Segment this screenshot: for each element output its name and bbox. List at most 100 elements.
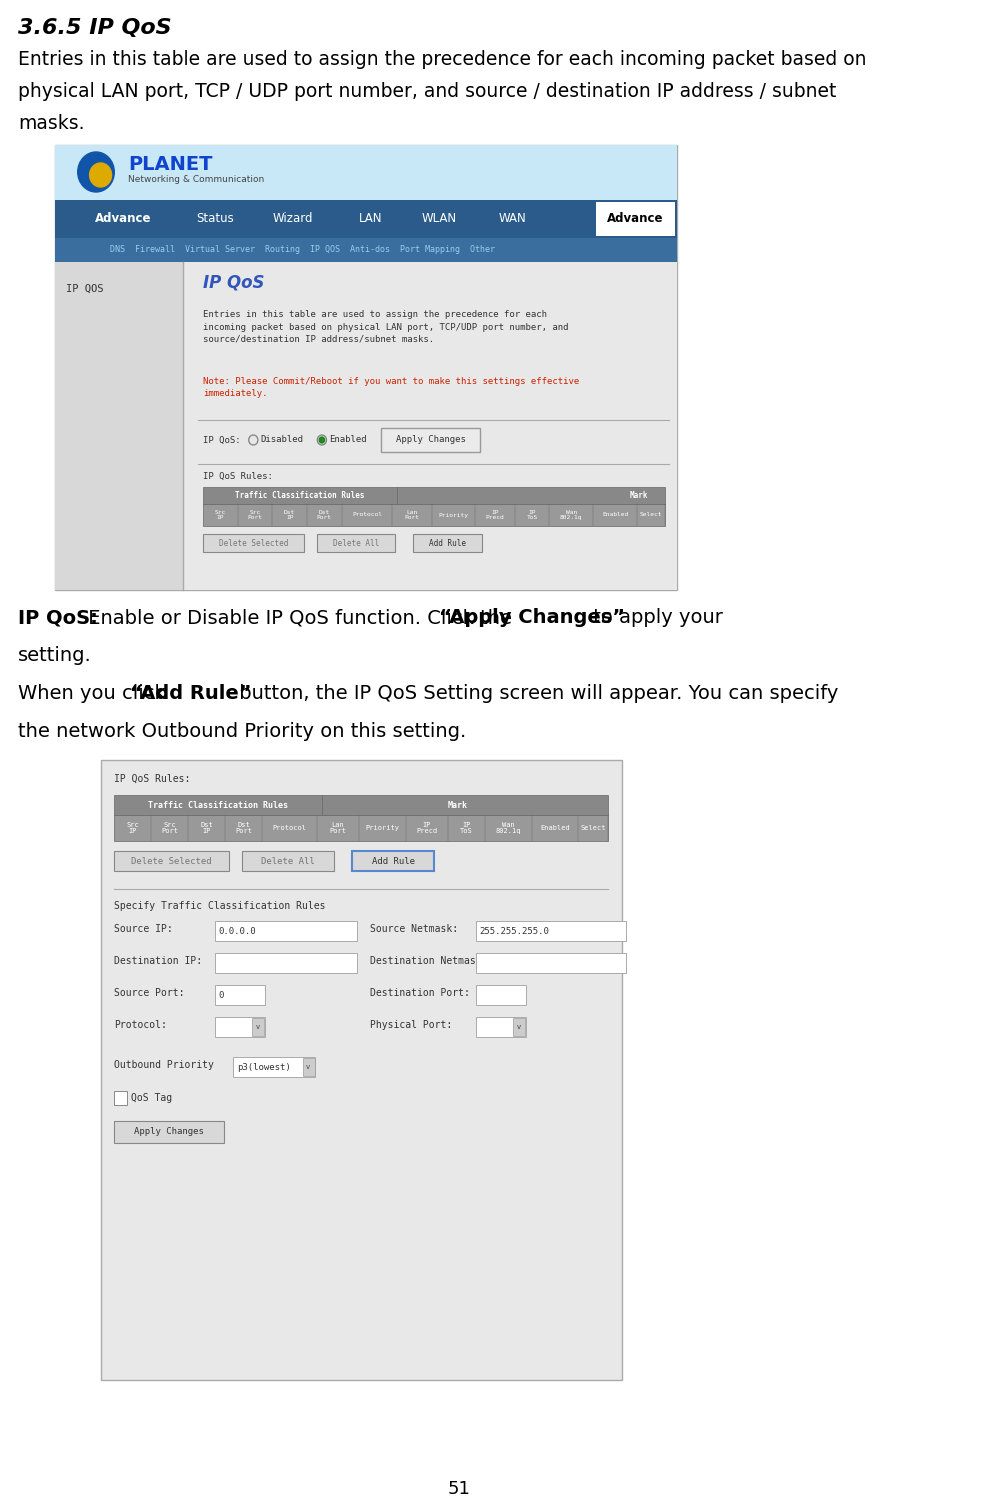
Text: Protocol: Protocol [273,825,306,831]
Text: setting.: setting. [18,646,92,665]
Text: IP
Precd: IP Precd [485,510,504,521]
Text: IP
ToS: IP ToS [459,822,472,834]
FancyBboxPatch shape [215,1017,265,1037]
Text: Protocol: Protocol [352,513,381,518]
Text: Mark: Mark [630,490,648,499]
FancyBboxPatch shape [475,954,626,973]
Text: Src
IP: Src IP [215,510,226,521]
FancyBboxPatch shape [215,954,356,973]
Text: Disabled: Disabled [261,436,303,445]
Text: Select: Select [639,513,662,518]
Text: DNS  Firewall  Virtual Server  Routing  IP QOS  Anti-dos  Port Mapping  Other: DNS Firewall Virtual Server Routing IP Q… [109,246,494,255]
Text: “Apply Changes”: “Apply Changes” [438,608,624,628]
FancyBboxPatch shape [352,851,434,871]
Text: to apply your: to apply your [587,608,722,628]
Text: physical LAN port, TCP / UDP port number, and source / destination IP address / : physical LAN port, TCP / UDP port number… [18,81,835,101]
Text: the network Outbound Priority on this setting.: the network Outbound Priority on this se… [18,721,466,741]
Text: Src
IP: Src IP [126,822,139,834]
Circle shape [77,152,114,192]
FancyBboxPatch shape [114,1091,127,1105]
FancyBboxPatch shape [55,145,676,590]
Text: Dst
IP: Dst IP [284,510,295,521]
Text: Source Port:: Source Port: [114,988,185,997]
Text: Enabled: Enabled [540,825,570,831]
Text: Lan
Port: Lan Port [404,510,419,521]
Text: Status: Status [196,213,234,225]
FancyBboxPatch shape [475,1017,526,1037]
FancyBboxPatch shape [242,851,333,871]
Text: IP QOS: IP QOS [66,284,103,294]
Text: 255.255.255.0: 255.255.255.0 [478,927,549,936]
Text: Delete Selected: Delete Selected [219,539,288,548]
Text: Delete All: Delete All [332,539,378,548]
Text: 3.6.5 IP QoS: 3.6.5 IP QoS [18,18,172,38]
Text: “Add Rule”: “Add Rule” [129,684,251,703]
Text: 0: 0 [219,990,224,999]
Text: Entries in this table are used to assign the precedence for each
incoming packet: Entries in this table are used to assign… [203,309,568,344]
FancyBboxPatch shape [475,985,526,1005]
Text: Note: Please Commit/Reboot if you want to make this settings effective
immediate: Note: Please Commit/Reboot if you want t… [203,377,579,398]
Text: Destination Port:: Destination Port: [370,988,469,997]
FancyBboxPatch shape [302,1058,314,1076]
FancyBboxPatch shape [114,795,608,815]
FancyBboxPatch shape [114,1121,224,1142]
Text: LAN: LAN [358,213,382,225]
Text: IP QoS:: IP QoS: [18,608,98,628]
FancyBboxPatch shape [55,263,676,590]
Text: Enable or Disable IP QoS function. Click the: Enable or Disable IP QoS function. Click… [82,608,518,628]
Text: 51: 51 [447,1480,470,1498]
Text: Src
Port: Src Port [161,822,179,834]
Text: Enabled: Enabled [602,513,628,518]
Text: v: v [516,1025,520,1031]
FancyBboxPatch shape [100,761,621,1381]
Text: WLAN: WLAN [421,213,456,225]
Text: Lan
Port: Lan Port [329,822,346,834]
Text: Advance: Advance [607,213,663,225]
FancyBboxPatch shape [381,429,479,453]
Text: Src
Port: Src Port [247,510,262,521]
Text: v: v [306,1064,310,1070]
Text: Priority: Priority [365,825,399,831]
Text: Add Rule: Add Rule [428,539,465,548]
FancyBboxPatch shape [55,238,676,263]
Text: Physical Port:: Physical Port: [370,1020,452,1031]
Circle shape [319,438,324,444]
Text: IP
ToS: IP ToS [526,510,538,521]
Text: QoS Tag: QoS Tag [130,1093,172,1103]
Text: Advance: Advance [95,213,151,225]
Text: button, the IP QoS Setting screen will appear. You can specify: button, the IP QoS Setting screen will a… [233,684,838,703]
Text: Select: Select [580,825,606,831]
FancyBboxPatch shape [55,263,183,590]
Circle shape [89,163,111,187]
Text: Dst
Port: Dst Port [316,510,331,521]
Text: Delete All: Delete All [261,857,315,866]
Text: Entries in this table are used to assign the precedence for each incoming packet: Entries in this table are used to assign… [18,50,866,69]
Text: Traffic Classification Rules: Traffic Classification Rules [235,490,364,499]
Text: Wan
802.1q: Wan 802.1q [560,510,582,521]
Text: IP QoS Rules:: IP QoS Rules: [203,472,273,481]
FancyBboxPatch shape [317,534,394,552]
Text: IP QoS Rules:: IP QoS Rules: [114,774,191,785]
Text: Dst
Port: Dst Port [235,822,252,834]
Text: Apply Changes: Apply Changes [395,436,465,445]
Text: Apply Changes: Apply Changes [134,1127,204,1136]
FancyBboxPatch shape [114,851,229,871]
FancyBboxPatch shape [233,1056,315,1077]
FancyBboxPatch shape [513,1019,525,1037]
Text: Destination IP:: Destination IP: [114,957,203,966]
Text: Wan
802.1q: Wan 802.1q [494,822,521,834]
FancyBboxPatch shape [413,534,481,552]
Text: IP QoS: IP QoS [203,275,264,293]
FancyBboxPatch shape [203,534,303,552]
Text: Priority: Priority [438,513,468,518]
Text: Networking & Communication: Networking & Communication [128,175,264,184]
Text: IP
Precd: IP Precd [415,822,437,834]
Text: Dst
IP: Dst IP [201,822,213,834]
Text: p3(lowest): p3(lowest) [237,1062,290,1071]
Text: When you click: When you click [18,684,173,703]
Text: WAN: WAN [497,213,526,225]
FancyBboxPatch shape [596,202,674,235]
FancyBboxPatch shape [55,201,676,238]
Text: v: v [256,1025,260,1031]
Text: Source Netmask:: Source Netmask: [370,924,458,934]
